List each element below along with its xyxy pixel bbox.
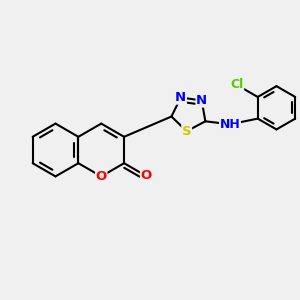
Text: O: O [96,170,107,183]
Text: N: N [196,94,207,107]
Text: N: N [175,91,186,104]
Text: O: O [140,169,152,182]
Text: S: S [182,125,191,138]
Text: Cl: Cl [230,79,244,92]
Text: NH: NH [220,118,240,131]
